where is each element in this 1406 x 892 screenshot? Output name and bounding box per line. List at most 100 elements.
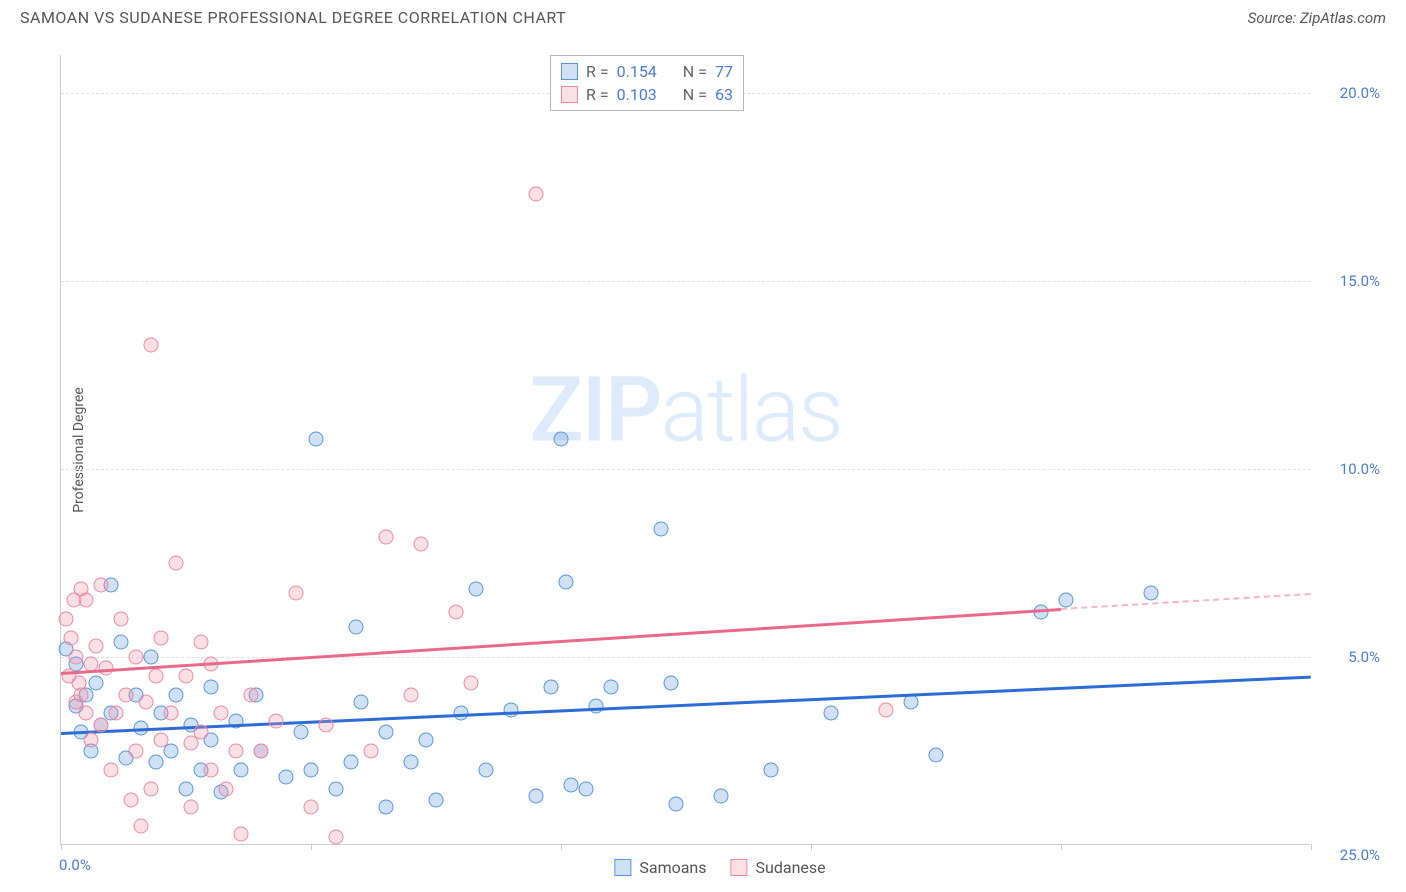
data-point — [329, 830, 344, 845]
data-point — [69, 649, 84, 664]
data-point — [449, 604, 464, 619]
y-tick-label: 15.0% — [1320, 272, 1380, 290]
data-point — [89, 676, 104, 691]
data-point — [109, 706, 124, 721]
data-point — [144, 781, 159, 796]
data-point — [229, 743, 244, 758]
data-point — [579, 781, 594, 796]
data-point — [404, 755, 419, 770]
data-point — [929, 747, 944, 762]
r-label: R = — [586, 85, 609, 104]
legend-correlation: R =0.154N =77R =0.103N =63 — [550, 55, 744, 111]
data-point — [64, 631, 79, 646]
data-point — [529, 187, 544, 202]
data-point — [419, 732, 434, 747]
watermark-light: atlas — [660, 358, 841, 463]
data-point — [94, 717, 109, 732]
data-point — [134, 819, 149, 834]
data-point — [879, 702, 894, 717]
data-point — [139, 695, 154, 710]
r-value: 0.103 — [617, 85, 657, 104]
data-point — [414, 537, 429, 552]
data-point — [309, 431, 324, 446]
data-point — [169, 687, 184, 702]
data-point — [149, 755, 164, 770]
data-point — [144, 337, 159, 352]
data-point — [94, 578, 109, 593]
data-point — [664, 676, 679, 691]
data-point — [379, 725, 394, 740]
source-attribution: Source: ZipAtlas.com — [1248, 9, 1386, 27]
data-point — [1144, 585, 1159, 600]
data-point — [204, 762, 219, 777]
legend-series-item: Sudanese — [731, 858, 826, 877]
data-point — [154, 732, 169, 747]
legend-swatch — [731, 859, 748, 876]
legend-swatch — [561, 63, 578, 80]
r-label: R = — [586, 62, 609, 81]
data-point — [114, 612, 129, 627]
legend-series: SamoansSudanese — [614, 858, 825, 877]
plot-area: ZIPatlas Professional Degree 5.0%10.0%15… — [60, 55, 1310, 845]
chart-title: SAMOAN VS SUDANESE PROFESSIONAL DEGREE C… — [20, 8, 566, 27]
x-tick-label: 0.0% — [59, 856, 91, 874]
gridline — [61, 469, 1311, 470]
n-value: 77 — [715, 62, 733, 81]
data-point — [74, 687, 89, 702]
data-point — [234, 826, 249, 841]
data-point — [294, 725, 309, 740]
x-tick — [311, 844, 312, 850]
data-point — [119, 687, 134, 702]
x-tick — [561, 844, 562, 850]
data-point — [344, 755, 359, 770]
data-point — [669, 796, 684, 811]
data-point — [589, 698, 604, 713]
data-point — [129, 649, 144, 664]
data-point — [144, 649, 159, 664]
y-tick-label: 10.0% — [1320, 460, 1380, 478]
n-label: N = — [683, 62, 707, 81]
trendline — [61, 676, 1311, 735]
data-point — [254, 743, 269, 758]
data-point — [169, 555, 184, 570]
x-tick — [1061, 844, 1062, 850]
gridline — [61, 281, 1311, 282]
data-point — [824, 706, 839, 721]
y-tick-label: 5.0% — [1320, 648, 1380, 666]
data-point — [544, 680, 559, 695]
data-point — [269, 713, 284, 728]
data-point — [279, 770, 294, 785]
data-point — [404, 687, 419, 702]
data-point — [604, 680, 619, 695]
data-point — [354, 695, 369, 710]
data-point — [89, 638, 104, 653]
data-point — [149, 668, 164, 683]
data-point — [364, 743, 379, 758]
data-point — [554, 431, 569, 446]
x-tick — [1311, 844, 1312, 850]
data-point — [469, 582, 484, 597]
legend-correlation-row: R =0.154N =77 — [561, 60, 733, 83]
legend-correlation-row: R =0.103N =63 — [561, 83, 733, 106]
data-point — [79, 593, 94, 608]
chart-container: ZIPatlas Professional Degree 5.0%10.0%15… — [60, 55, 1380, 845]
x-tick — [61, 844, 62, 850]
data-point — [164, 706, 179, 721]
data-point — [104, 762, 119, 777]
data-point — [304, 762, 319, 777]
data-point — [464, 676, 479, 691]
data-point — [764, 762, 779, 777]
data-point — [219, 781, 234, 796]
data-point — [179, 668, 194, 683]
legend-swatch — [614, 859, 631, 876]
data-point — [564, 777, 579, 792]
data-point — [429, 792, 444, 807]
data-point — [529, 789, 544, 804]
data-point — [194, 634, 209, 649]
data-point — [234, 762, 249, 777]
n-value: 63 — [715, 85, 733, 104]
data-point — [179, 781, 194, 796]
data-point — [84, 732, 99, 747]
data-point — [329, 781, 344, 796]
y-axis-label: Professional Degree — [71, 387, 87, 513]
